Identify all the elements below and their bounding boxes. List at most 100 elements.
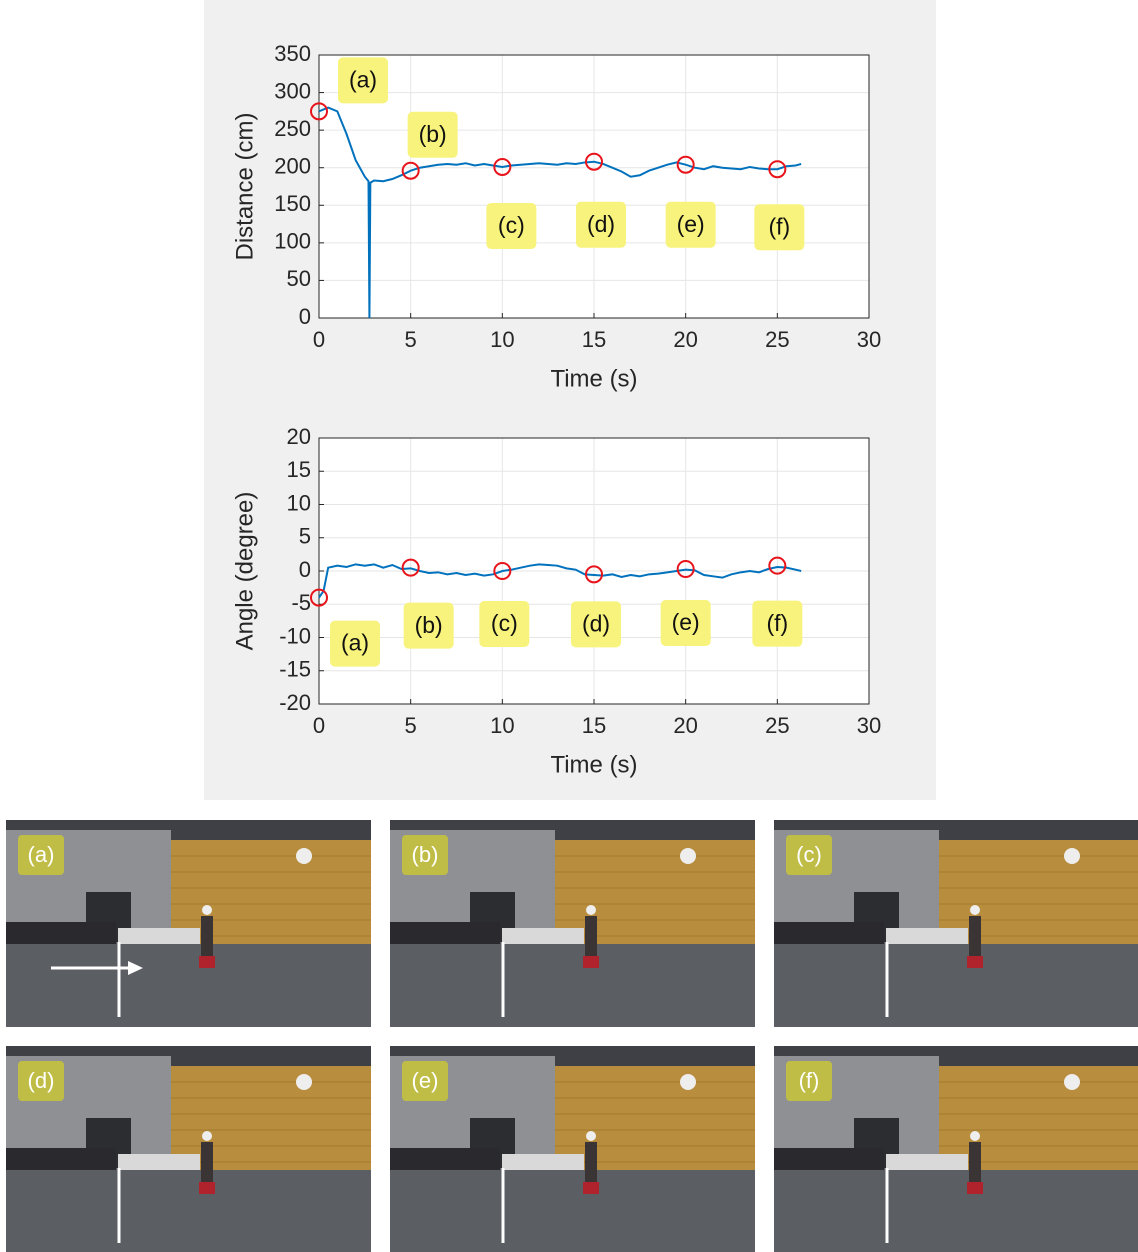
barrier bbox=[118, 1154, 200, 1172]
barrier bbox=[118, 928, 200, 946]
robot bbox=[967, 956, 983, 968]
y-tick-label: -5 bbox=[291, 590, 311, 615]
photo-label: (e) bbox=[412, 1068, 439, 1093]
mannequin-body bbox=[969, 1142, 981, 1182]
clock bbox=[1064, 848, 1080, 864]
mannequin-body bbox=[969, 916, 981, 956]
x-tick-label: 0 bbox=[313, 713, 325, 738]
photo-label: (c) bbox=[796, 842, 822, 867]
chairs bbox=[390, 922, 500, 944]
annotation-label: (d) bbox=[587, 211, 615, 237]
y-tick-label: 300 bbox=[274, 78, 311, 103]
photo-label: (b) bbox=[412, 842, 439, 867]
robot bbox=[583, 1182, 599, 1194]
y-tick-label: -10 bbox=[279, 623, 311, 648]
figure: 051015202530050100150200250300350Time (s… bbox=[0, 0, 1138, 1252]
annotation-label: (d) bbox=[582, 610, 610, 636]
annotation-label: (f) bbox=[768, 213, 790, 239]
mannequin-head bbox=[970, 905, 980, 915]
clock bbox=[1064, 1074, 1080, 1090]
annotation-label: (c) bbox=[498, 212, 525, 238]
annotation-label: (a) bbox=[349, 66, 377, 92]
y-tick-label: -20 bbox=[279, 690, 311, 715]
annotation-label: (a) bbox=[341, 630, 369, 656]
barrier bbox=[502, 1154, 584, 1172]
photo: (f) bbox=[774, 1046, 1138, 1252]
mannequin-head bbox=[202, 1131, 212, 1141]
y-axis-label: Distance (cm) bbox=[231, 112, 258, 260]
annotation-label: (f) bbox=[766, 610, 788, 636]
y-tick-label: 150 bbox=[274, 191, 311, 216]
barrier bbox=[502, 928, 584, 946]
annotation-label: (b) bbox=[419, 121, 447, 147]
x-tick-label: 25 bbox=[765, 713, 789, 738]
annotation-label: (b) bbox=[415, 612, 443, 638]
robot bbox=[967, 1182, 983, 1194]
x-tick-label: 0 bbox=[313, 327, 325, 352]
mannequin-body bbox=[585, 1142, 597, 1182]
mannequin-body bbox=[201, 1142, 213, 1182]
robot bbox=[583, 956, 599, 968]
x-tick-label: 15 bbox=[582, 327, 606, 352]
mannequin-head bbox=[586, 1131, 596, 1141]
annotation-label: (e) bbox=[672, 609, 700, 635]
x-tick-label: 30 bbox=[857, 327, 881, 352]
clock bbox=[680, 848, 696, 864]
chairs bbox=[6, 1148, 116, 1170]
x-tick-label: 10 bbox=[490, 327, 514, 352]
photo-label: (d) bbox=[28, 1068, 55, 1093]
y-tick-label: 5 bbox=[299, 524, 311, 549]
x-tick-label: 15 bbox=[582, 713, 606, 738]
y-tick-label: 50 bbox=[287, 266, 311, 291]
chairs bbox=[390, 1148, 500, 1170]
robot bbox=[199, 956, 215, 968]
floor bbox=[774, 1170, 1138, 1252]
y-tick-label: 15 bbox=[287, 457, 311, 482]
y-tick-label: 0 bbox=[299, 557, 311, 582]
floor bbox=[6, 944, 371, 1027]
mannequin-head bbox=[586, 905, 596, 915]
y-axis-label: Angle (degree) bbox=[231, 492, 258, 651]
page: 051015202530050100150200250300350Time (s… bbox=[0, 0, 1138, 1252]
floor bbox=[390, 944, 755, 1027]
annotation-label: (c) bbox=[491, 610, 518, 636]
x-tick-label: 30 bbox=[857, 713, 881, 738]
y-tick-label: 10 bbox=[287, 490, 311, 515]
floor bbox=[6, 1170, 371, 1252]
x-tick-label: 5 bbox=[405, 327, 417, 352]
x-tick-label: 10 bbox=[490, 713, 514, 738]
photo: (a) bbox=[6, 820, 371, 1027]
x-axis-label: Time (s) bbox=[550, 365, 637, 392]
y-tick-label: 250 bbox=[274, 116, 311, 141]
mannequin-head bbox=[970, 1131, 980, 1141]
annotation-label: (e) bbox=[677, 211, 705, 237]
mannequin-head bbox=[202, 905, 212, 915]
barrier bbox=[886, 928, 968, 946]
photo: (d) bbox=[6, 1046, 371, 1252]
y-tick-label: 100 bbox=[274, 229, 311, 254]
mannequin-body bbox=[201, 916, 213, 956]
y-tick-label: 20 bbox=[287, 424, 311, 449]
clock bbox=[296, 848, 312, 864]
x-tick-label: 25 bbox=[765, 327, 789, 352]
floor bbox=[774, 944, 1138, 1027]
photo: (c) bbox=[774, 820, 1138, 1027]
y-tick-label: -15 bbox=[279, 657, 311, 682]
floor bbox=[390, 1170, 755, 1252]
chairs bbox=[6, 922, 116, 944]
mannequin-body bbox=[585, 916, 597, 956]
photo-label: (f) bbox=[799, 1068, 820, 1093]
photo-label: (a) bbox=[28, 842, 55, 867]
x-axis-label: Time (s) bbox=[550, 751, 637, 778]
y-tick-label: 350 bbox=[274, 41, 311, 66]
y-tick-label: 0 bbox=[299, 304, 311, 329]
clock bbox=[296, 1074, 312, 1090]
x-tick-label: 5 bbox=[405, 713, 417, 738]
barrier bbox=[886, 1154, 968, 1172]
robot bbox=[199, 1182, 215, 1194]
clock bbox=[680, 1074, 696, 1090]
y-tick-label: 200 bbox=[274, 154, 311, 179]
photo: (b) bbox=[390, 820, 755, 1027]
x-tick-label: 20 bbox=[673, 713, 697, 738]
photo: (e) bbox=[390, 1046, 755, 1252]
